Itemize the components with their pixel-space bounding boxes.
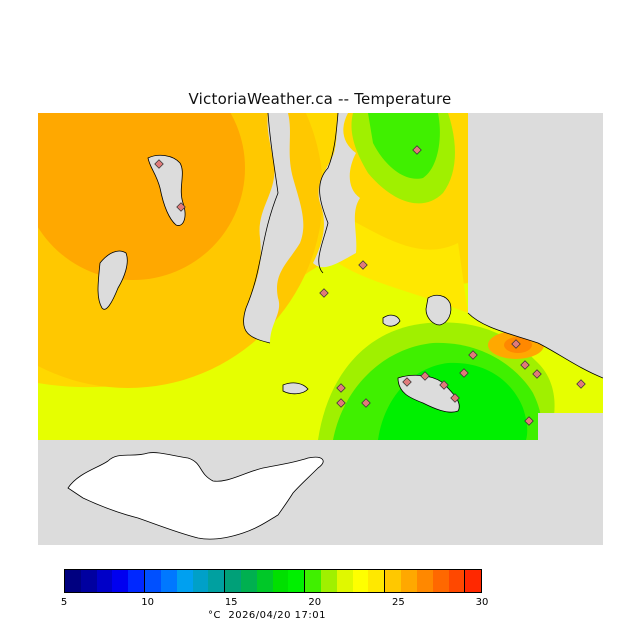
colorbar-segment	[65, 570, 81, 592]
colorbar-segment	[96, 570, 113, 592]
station-marker	[358, 260, 368, 270]
colorbar-segment	[336, 570, 353, 592]
water-area-bottom-right	[538, 413, 603, 440]
colorbar-segment	[416, 570, 433, 592]
station-marker	[336, 383, 346, 393]
station-markers	[154, 145, 586, 426]
island-small	[282, 382, 309, 395]
station-marker	[468, 350, 478, 360]
colorbar-segment	[321, 570, 337, 592]
colorbar-segment	[240, 570, 257, 592]
water-area-east-channel	[243, 113, 304, 343]
colorbar-tick-label: 5	[60, 597, 68, 608]
station-marker	[176, 202, 186, 212]
station-marker	[412, 145, 422, 155]
colorbar-tick-label: 30	[475, 597, 489, 608]
colorbar-segment	[225, 570, 241, 592]
coastlines	[243, 113, 603, 379]
land-area-peninsula	[67, 452, 324, 540]
temperature-map	[38, 113, 603, 545]
station-marker	[576, 379, 586, 389]
lake-northwest	[147, 154, 186, 226]
colorbar-segment	[160, 570, 177, 592]
station-marker	[420, 371, 430, 381]
station-marker	[439, 380, 449, 390]
colorbar-segment	[80, 570, 97, 592]
station-marker	[336, 398, 346, 408]
colorbar-segment	[145, 570, 161, 592]
station-marker	[459, 368, 469, 378]
station-marker	[361, 398, 371, 408]
colorbar-segment	[176, 570, 193, 592]
colorbar-segment	[208, 570, 226, 592]
legend-caption: °C 2026/04/20 17:01	[208, 610, 326, 621]
colorbar-segment	[352, 570, 369, 592]
colorbar-tick-label: 20	[308, 597, 322, 608]
colorbar-tick-label: 15	[224, 597, 238, 608]
units-label: °C	[208, 610, 221, 621]
island-mid	[382, 314, 401, 327]
colorbar-segment	[272, 570, 289, 592]
station-marker	[319, 288, 329, 298]
timestamp: 2026/04/20 17:01	[228, 610, 326, 621]
water-area-right	[468, 113, 603, 313]
station-marker	[520, 360, 530, 370]
colorbar-segment	[112, 570, 129, 592]
colorbar-segment	[448, 570, 466, 592]
colorbar-segment	[305, 570, 321, 592]
station-marker	[402, 377, 412, 387]
lake-west	[97, 250, 128, 310]
colorbar-segment	[256, 570, 273, 592]
colorbar-tick-label: 25	[392, 597, 405, 608]
colorbar-segment	[465, 570, 482, 592]
colorbar-segment	[401, 570, 417, 592]
island-east	[425, 294, 452, 326]
station-marker	[154, 159, 164, 169]
colorbar-segment	[385, 570, 402, 592]
colorbar-segment	[288, 570, 306, 592]
temperature-colorbar	[64, 569, 482, 593]
station-marker	[450, 393, 460, 403]
station-marker	[524, 416, 534, 426]
station-marker	[511, 339, 521, 349]
station-marker	[532, 369, 542, 379]
colorbar-segment	[368, 570, 386, 592]
page-title: VictoriaWeather.ca -- Temperature	[188, 90, 452, 108]
water-area-upper-east	[313, 113, 360, 268]
colorbar-tick-label: 10	[141, 597, 154, 608]
colorbar-segment	[432, 570, 449, 592]
colorbar-segment	[192, 570, 209, 592]
colorbar-segment	[128, 570, 146, 592]
